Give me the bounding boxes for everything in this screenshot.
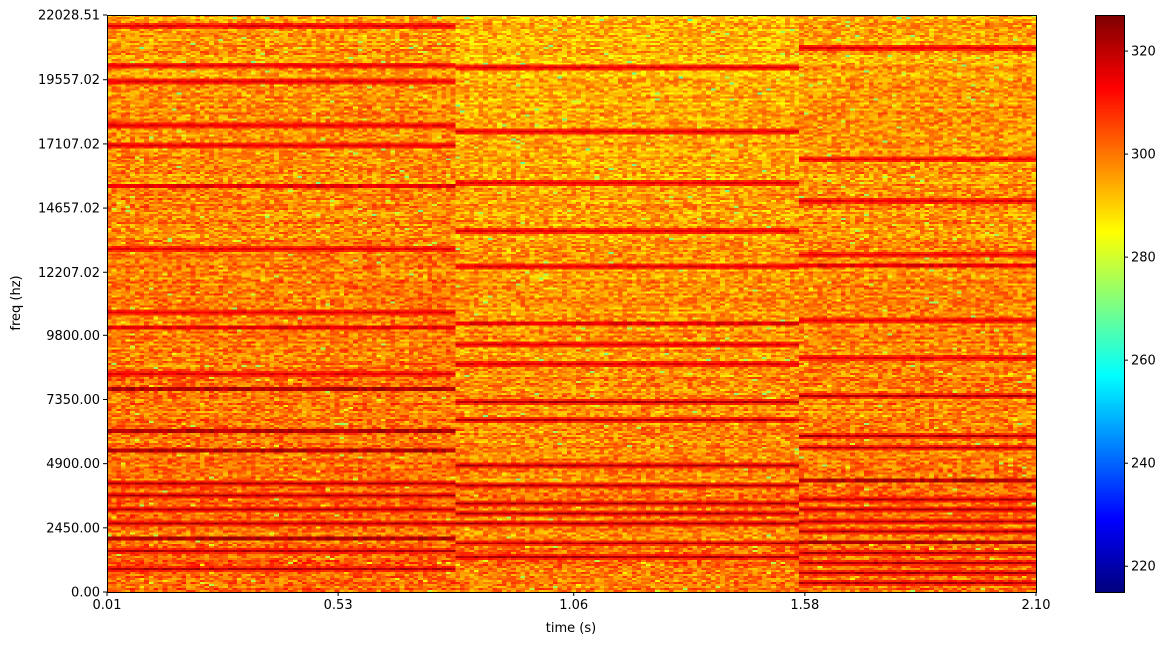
y-axis-label: freq (hz) — [9, 275, 24, 330]
colorbar-tick-label: 220 — [1131, 560, 1156, 575]
y-tick-label: 14657.02 — [38, 202, 100, 217]
plot-area: 0.01 0.53 1.06 1.58 2.10 0.00 2450.00 4900.00 73… — [38, 9, 1051, 614]
x-tick-label: 1.58 — [790, 598, 819, 613]
colorbar: 220 240 260 280 300 320 — [1124, 45, 1156, 575]
x-tick-label: 0.01 — [93, 598, 122, 613]
colorbar-tick-label: 240 — [1131, 457, 1156, 472]
colorbar-tick-label: 320 — [1131, 45, 1156, 60]
y-tick-label: 17107.02 — [38, 137, 100, 152]
y-tick-label: 0.00 — [71, 586, 100, 601]
colorbar-tick-label: 300 — [1131, 148, 1156, 163]
y-tick-label: 19557.02 — [38, 73, 100, 88]
y-tick-label: 22028.51 — [38, 9, 100, 24]
colorbar-tick-label: 260 — [1131, 354, 1156, 369]
x-tick-label: 2.10 — [1022, 598, 1051, 613]
colorbar-gradient — [1095, 15, 1124, 592]
y-tick-label: 12207.02 — [38, 266, 100, 281]
colorbar-tick-label: 280 — [1131, 251, 1156, 266]
y-tick-label: 4900.00 — [46, 457, 100, 472]
x-tick-label: 1.06 — [559, 598, 588, 613]
x-tick-label: 0.53 — [324, 598, 353, 613]
y-tick-label: 7350.00 — [46, 393, 100, 408]
x-axis-label: time (s) — [546, 621, 596, 636]
spectrogram-heatmap — [107, 15, 1036, 592]
y-tick-label: 2450.00 — [46, 521, 100, 536]
y-tick-label: 9800.00 — [46, 329, 100, 344]
